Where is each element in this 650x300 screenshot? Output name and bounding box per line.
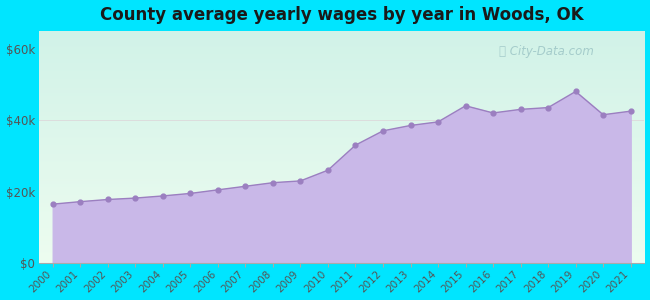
Point bbox=[433, 119, 443, 124]
Point bbox=[213, 188, 223, 192]
Point bbox=[130, 196, 140, 200]
Point bbox=[323, 168, 333, 172]
Point bbox=[350, 143, 361, 148]
Point bbox=[571, 89, 581, 94]
Point bbox=[103, 197, 113, 202]
Point bbox=[240, 184, 251, 189]
Point bbox=[47, 202, 58, 206]
Point bbox=[157, 194, 168, 198]
Point bbox=[406, 123, 416, 128]
Text: ⓘ City-Data.com: ⓘ City-Data.com bbox=[499, 45, 594, 58]
Point bbox=[488, 110, 499, 115]
Point bbox=[625, 109, 636, 113]
Point bbox=[460, 103, 471, 108]
Point bbox=[295, 178, 306, 183]
Point bbox=[185, 191, 196, 196]
Point bbox=[75, 199, 85, 204]
Point bbox=[598, 112, 608, 117]
Point bbox=[543, 105, 553, 110]
Point bbox=[268, 180, 278, 185]
Point bbox=[378, 128, 388, 133]
Title: County average yearly wages by year in Woods, OK: County average yearly wages by year in W… bbox=[100, 6, 584, 24]
Point bbox=[515, 107, 526, 112]
